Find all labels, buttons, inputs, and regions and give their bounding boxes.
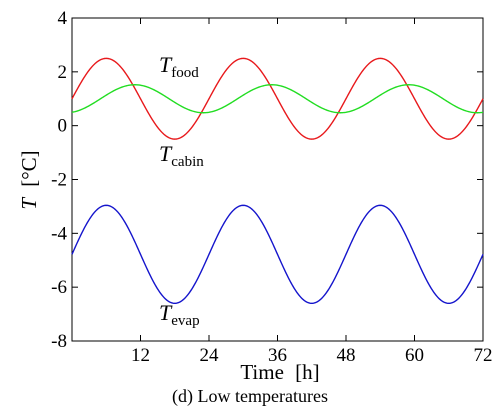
y-tick-label: -8 [51,331,67,352]
y-tick-label: 0 [58,116,68,137]
label-t-evap-sub: evap [171,313,199,329]
y-axis-title: T [°C] [17,150,41,209]
x-tick-label: 72 [474,345,493,366]
ticks-layer: 12 24 36 48 60 72 4 2 0 -2 -4 -6 -8 [51,8,492,366]
y-tick-label: 2 [58,62,68,83]
label-t-food-sub: food [171,65,199,81]
label-t-cabin-main: T [159,141,173,166]
y-tick-label: -2 [51,170,67,191]
x-tick-label: 24 [200,345,220,366]
x-axis-label: Time [240,360,284,384]
figure-caption: (d) Low temperatures [172,386,328,406]
x-axis-unit: [h] [295,360,320,384]
y-axis-unit: [°C] [17,150,41,186]
label-t-evap-main: T [159,300,173,325]
y-tick-label: -4 [51,223,67,244]
series-line-food [71,57,484,140]
x-tick-label: 48 [337,345,356,366]
y-tick-label: 4 [58,8,68,29]
label-t-cabin: Tcabin [159,141,204,170]
label-t-cabin-sub: cabin [171,154,204,170]
label-t-food: Tfood [159,52,199,81]
y-tick-label: -6 [51,277,67,298]
series-layer [71,57,484,305]
series-line-cabin [71,84,484,114]
label-t-food-main: T [159,52,173,77]
plot-frame [71,17,484,342]
x-tick-label: 12 [131,345,150,366]
x-tick-label: 36 [268,345,287,366]
x-axis-title: Time [h] [240,360,319,384]
series-line-evap [71,204,484,305]
label-t-evap: Tevap [159,300,200,329]
y-axis-label: T [17,197,41,210]
x-tick-label: 60 [405,345,424,366]
